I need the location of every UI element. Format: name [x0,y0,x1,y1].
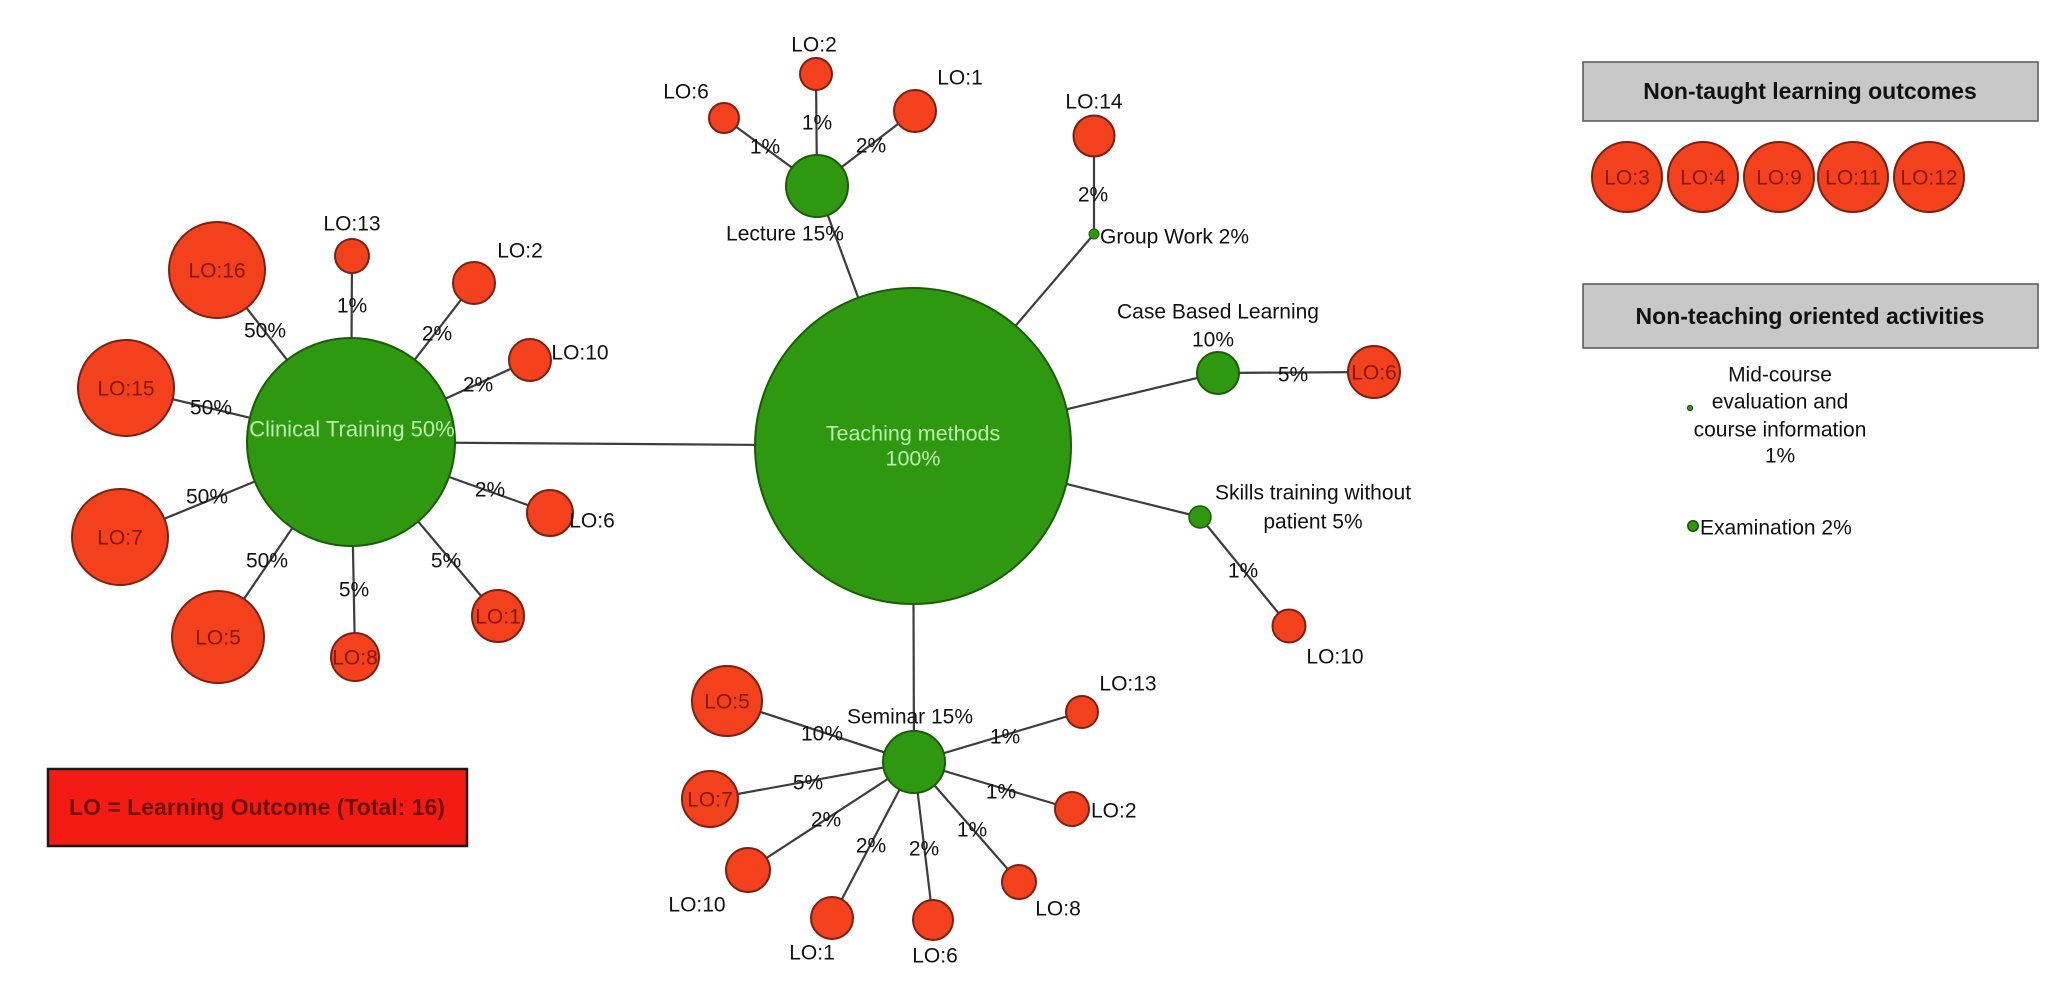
svg-text:5%: 5% [339,578,369,601]
svg-text:LO:8: LO:8 [332,646,378,669]
svg-text:LO:6: LO:6 [1351,361,1397,384]
svg-text:LO = Learning Outcome (Total:: LO = Learning Outcome (Total: 16) [69,794,445,820]
svg-text:LO:2: LO:2 [1091,799,1137,822]
svg-text:50%: 50% [244,319,286,342]
svg-text:2%: 2% [463,373,493,396]
svg-text:LO:6: LO:6 [663,80,709,103]
svg-text:1%: 1% [990,725,1020,748]
svg-text:LO:7: LO:7 [687,788,733,811]
svg-text:LO:16: LO:16 [188,259,245,282]
svg-text:2%: 2% [475,478,505,501]
svg-text:2%: 2% [909,837,939,860]
svg-text:LO:14: LO:14 [1065,90,1123,113]
svg-text:LO:1: LO:1 [789,941,835,964]
svg-text:Teaching methods: Teaching methods [826,422,1001,446]
svg-text:Non-teaching oriented activiti: Non-teaching oriented activities [1636,303,1985,329]
svg-text:LO:6: LO:6 [569,509,615,532]
svg-text:evaluation and: evaluation and [1712,390,1849,413]
svg-text:LO:9: LO:9 [1756,166,1802,189]
svg-text:1%: 1% [1765,444,1795,467]
svg-text:LO:13: LO:13 [323,212,380,235]
svg-text:LO:10: LO:10 [668,893,725,916]
svg-text:LO:1: LO:1 [937,66,983,89]
svg-text:LO:6: LO:6 [912,944,958,967]
svg-text:10%: 10% [1192,328,1234,351]
svg-text:LO:5: LO:5 [195,626,241,649]
svg-text:LO:15: LO:15 [97,377,154,400]
svg-text:LO:10: LO:10 [551,341,608,364]
svg-text:10%: 10% [801,722,843,745]
svg-text:LO:2: LO:2 [791,33,837,56]
svg-text:Mid-course: Mid-course [1728,363,1832,386]
svg-text:Lecture 15%: Lecture 15% [726,222,844,245]
svg-text:Clinical Training 50%: Clinical Training 50% [249,417,454,442]
svg-text:LO:8: LO:8 [1035,897,1081,920]
svg-text:Examination 2%: Examination 2% [1700,516,1852,539]
svg-text:1%: 1% [750,135,780,158]
svg-text:2%: 2% [856,134,886,157]
svg-text:LO:3: LO:3 [1604,166,1650,189]
svg-text:1%: 1% [986,780,1016,803]
svg-text:2%: 2% [856,834,886,857]
svg-text:LO:7: LO:7 [97,526,143,549]
svg-text:LO:12: LO:12 [1900,166,1957,189]
svg-text:1%: 1% [957,818,987,841]
svg-text:LO:1: LO:1 [475,605,521,628]
svg-text:LO:2: LO:2 [497,239,543,262]
svg-text:patient 5%: patient 5% [1263,510,1362,533]
svg-text:2%: 2% [422,322,452,345]
svg-text:5%: 5% [1278,363,1308,386]
svg-text:course information: course information [1694,418,1867,441]
svg-text:Group Work 2%: Group Work 2% [1100,225,1249,248]
svg-text:Non-taught learning outcomes: Non-taught learning outcomes [1643,78,1977,104]
svg-text:LO:11: LO:11 [1825,166,1881,189]
svg-text:Seminar 15%: Seminar 15% [847,705,973,728]
svg-text:50%: 50% [190,396,232,419]
svg-text:2%: 2% [811,808,841,831]
svg-text:Case Based Learning: Case Based Learning [1117,300,1319,323]
svg-text:100%: 100% [886,447,941,471]
svg-text:50%: 50% [186,485,228,508]
svg-text:Skills training without: Skills training without [1215,481,1411,504]
svg-text:50%: 50% [246,549,288,572]
svg-text:LO:5: LO:5 [704,690,750,713]
svg-text:1%: 1% [337,294,367,317]
svg-text:1%: 1% [802,111,832,134]
svg-text:LO:4: LO:4 [1680,166,1726,189]
svg-text:2%: 2% [1078,183,1108,206]
svg-text:5%: 5% [793,771,823,794]
svg-text:1%: 1% [1228,559,1258,582]
svg-text:5%: 5% [431,549,461,572]
svg-text:LO:10: LO:10 [1306,645,1363,668]
svg-text:LO:13: LO:13 [1099,672,1156,695]
